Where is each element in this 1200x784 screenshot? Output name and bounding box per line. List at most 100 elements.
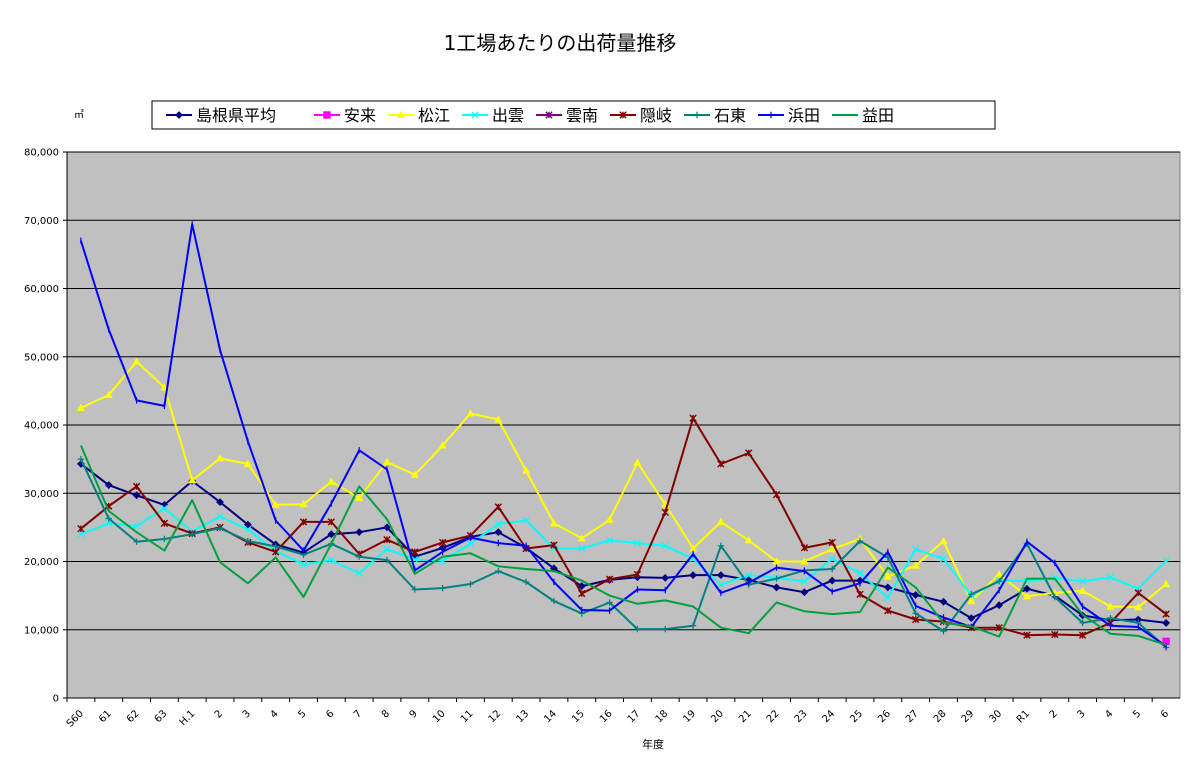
legend-item: 松江 xyxy=(388,106,450,125)
legend-label: 益田 xyxy=(862,106,894,125)
x-tick-label: 6 xyxy=(1159,708,1171,720)
data-point xyxy=(132,357,141,365)
data-point xyxy=(271,548,280,556)
data-point xyxy=(494,528,503,537)
data-point xyxy=(76,403,85,411)
data-point xyxy=(717,460,725,468)
data-point xyxy=(161,535,168,543)
data-point xyxy=(995,578,1003,585)
data-point xyxy=(1051,630,1059,639)
data-point xyxy=(216,512,224,521)
data-point xyxy=(355,553,363,560)
x-tick-label: 6 xyxy=(324,708,336,720)
x-tick-label: 10 xyxy=(431,708,448,725)
data-point xyxy=(911,615,920,624)
data-point xyxy=(689,414,697,422)
data-point xyxy=(800,577,808,585)
data-point xyxy=(104,390,113,399)
data-point xyxy=(884,594,892,602)
legend-label: 浜田 xyxy=(788,106,820,125)
data-point xyxy=(939,536,948,545)
data-point xyxy=(689,622,697,629)
data-point xyxy=(772,583,781,592)
data-point xyxy=(940,627,947,635)
x-tick-label: 17 xyxy=(626,708,643,725)
data-point xyxy=(745,449,753,457)
data-point xyxy=(160,519,169,527)
data-point xyxy=(578,589,586,598)
data-point xyxy=(577,534,586,542)
data-point xyxy=(773,575,780,582)
y-tick-label: 30,000 xyxy=(24,489,59,500)
chart-title: 1工場あたりの出荷量推移 xyxy=(444,31,677,55)
legend-label: 島根県平均 xyxy=(196,106,276,125)
x-tick-label: 23 xyxy=(793,708,810,725)
data-point xyxy=(494,520,502,528)
data-point xyxy=(105,515,112,522)
x-tick-label: R1 xyxy=(1015,708,1032,725)
data-point xyxy=(299,560,308,568)
series-line xyxy=(80,463,1167,624)
data-point xyxy=(633,539,642,547)
data-point xyxy=(189,531,196,538)
data-point xyxy=(856,537,864,545)
x-tick-label: 15 xyxy=(570,708,587,725)
legend-marker xyxy=(396,110,406,119)
legend-item: 雲南 xyxy=(536,106,598,125)
data-point xyxy=(550,541,558,549)
data-point xyxy=(967,596,976,605)
data-point xyxy=(1134,589,1142,597)
data-point xyxy=(299,499,308,508)
data-point xyxy=(717,581,725,589)
x-tick-label: 12 xyxy=(487,708,504,725)
x-tick-label: 22 xyxy=(765,708,782,725)
data-point xyxy=(661,508,669,517)
x-tick-label: 8 xyxy=(380,708,392,720)
legend-label: 松江 xyxy=(418,106,450,125)
data-point xyxy=(327,530,336,539)
data-point xyxy=(1078,631,1087,639)
y-tick-label: 20,000 xyxy=(24,557,59,568)
data-point xyxy=(1107,614,1114,622)
data-point xyxy=(744,536,753,544)
data-point xyxy=(494,415,503,423)
data-point xyxy=(132,491,141,500)
x-tick-label: H.1 xyxy=(178,708,198,728)
legend-item: 隠岐 xyxy=(610,106,672,125)
data-point xyxy=(215,454,225,462)
data-point xyxy=(1162,610,1170,618)
legend-item: 益田 xyxy=(832,106,894,125)
data-point xyxy=(466,540,475,548)
data-point xyxy=(355,528,364,537)
data-point xyxy=(828,555,836,563)
x-tick-label: 2 xyxy=(1048,708,1060,720)
data-point xyxy=(605,575,614,583)
x-tick-label: 4 xyxy=(269,708,281,720)
legend-marker xyxy=(175,111,183,119)
x-tick-label: 20 xyxy=(709,708,726,725)
data-point xyxy=(132,482,141,491)
x-tick-label: 26 xyxy=(876,708,893,725)
data-point xyxy=(299,518,308,526)
data-point xyxy=(883,583,892,592)
x-tick-label: 7 xyxy=(352,708,364,720)
plot-area: 0 10,000 20,000 30,000 40,000 50,000 60,000 70,… xyxy=(24,148,1181,730)
legend-label: 安来 xyxy=(344,106,376,125)
data-point xyxy=(633,458,642,466)
data-point xyxy=(1078,577,1087,585)
legend-item: 島根県平均 xyxy=(166,106,276,125)
data-point xyxy=(77,455,85,463)
data-point xyxy=(77,525,85,533)
data-point xyxy=(800,588,809,597)
x-tick-label: 14 xyxy=(542,708,559,725)
x-tick-label: S60 xyxy=(65,708,86,729)
data-point xyxy=(272,543,279,550)
x-tick-label: 19 xyxy=(681,708,698,725)
legend: 島根県平均 安来 松江 出雲 雲南 隠岐 石東 浜田 益田 xyxy=(151,100,996,130)
data-point xyxy=(1134,602,1143,611)
data-point xyxy=(717,542,725,550)
data-point xyxy=(1106,573,1115,581)
data-point xyxy=(578,544,586,553)
data-point xyxy=(1106,602,1115,610)
